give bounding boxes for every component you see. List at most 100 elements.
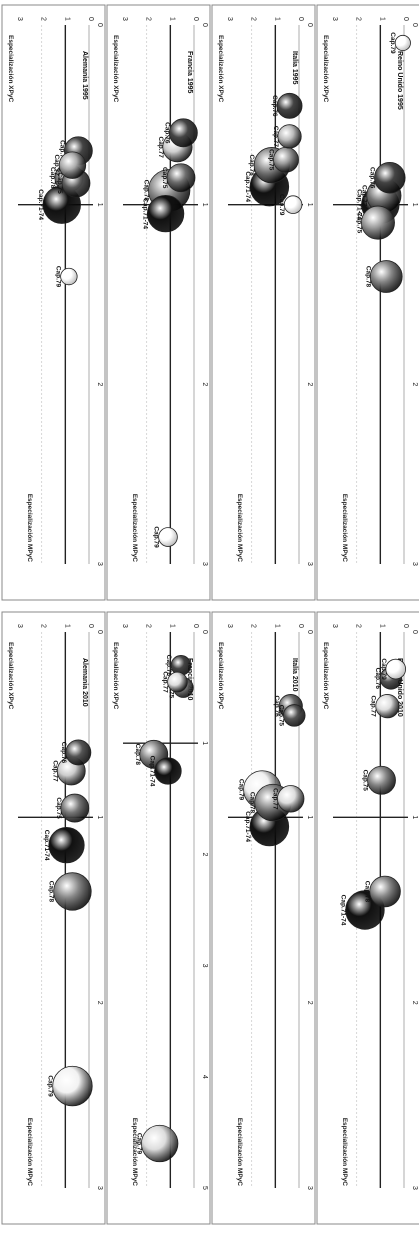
bubble [375, 694, 400, 719]
bubble-label: Cap.77 [51, 760, 58, 782]
bubble [48, 827, 85, 864]
panel-frame [1, 611, 106, 1225]
x-tick-label: 2 [96, 382, 103, 386]
bubble-label: Cap.76 [165, 655, 172, 677]
bubble-label: Cap.79 [153, 526, 160, 548]
y-tick-label: 3 [331, 17, 338, 21]
x-tick-label: 2 [306, 1001, 313, 1005]
bubble [158, 527, 178, 547]
x-tick-label: 1 [96, 815, 103, 819]
bubble-label: Cap.79 [47, 1075, 54, 1097]
bubble-label: Cap.76 [368, 167, 375, 189]
chart-title: Francia 2010 [186, 658, 193, 701]
bubble-label: Cap.76 [273, 695, 280, 717]
bubble [170, 655, 192, 676]
y-tick-label: 1 [378, 17, 385, 21]
x-axis-title: Especialización MPyC [236, 1118, 243, 1187]
x-axis-title: Especialización MPyC [341, 494, 348, 563]
bubble-label: Cap.76 [60, 742, 67, 764]
x-tick-label: 5 [201, 1186, 208, 1190]
x-tick-label: 1 [306, 203, 313, 207]
x-tick-label: 2 [306, 382, 313, 386]
chart-title: Francia 1995 [186, 51, 193, 94]
y-tick-label: 0 [402, 17, 409, 21]
y-tick-label: 0 [297, 17, 304, 21]
x-tick-label: 3 [96, 562, 103, 566]
bubble-label: Cap.77 [53, 154, 60, 176]
bubble [367, 765, 396, 795]
chart-title: Alemania 2010 [81, 658, 88, 707]
y-tick-label: 3 [226, 17, 233, 21]
y-tick-label: 2 [145, 624, 152, 628]
bubble-label: Cap.77 [162, 671, 169, 693]
bubble-label: Cap.75 [277, 705, 284, 727]
x-tick-label: 1 [201, 203, 208, 207]
x-tick-label: 2 [411, 1001, 418, 1005]
bubble-label: Cap.76 [374, 668, 381, 690]
y-axis-title: Especialización XPyC [112, 642, 119, 710]
chart-title: Reino Unido 2010 [396, 658, 403, 717]
bubble [65, 739, 92, 766]
bubble-label: Cap.78 [49, 167, 56, 189]
bubble [283, 704, 306, 727]
bubble [361, 205, 395, 240]
bubble-label: Cap.78 [48, 881, 55, 903]
panel-frame [1, 4, 106, 601]
x-tick-label: 1 [411, 203, 418, 207]
x-tick-label: 3 [306, 562, 313, 566]
bubble-label: Cap.79 [55, 266, 62, 288]
bubble-label: Cap.78 [248, 154, 255, 176]
bubble-label: Cap.71-74 [244, 811, 251, 842]
y-axis-title: Especialización XPyC [217, 35, 224, 103]
chart-panel: 0 1 2 3 0 1 2 3 Especialización XPyC Especializac… [211, 4, 316, 601]
y-tick-label: 2 [250, 17, 257, 21]
bubble-label: Cap.71-74 [141, 198, 148, 229]
x-tick-label: 0 [306, 23, 313, 27]
chart-panel: 0 1 2 3 0 1 2 3 Especialización XPyC Especializac… [316, 4, 419, 601]
bubble-label: Cap.71-74 [37, 189, 44, 220]
x-tick-label: 0 [411, 23, 418, 27]
y-tick-label: 0 [87, 624, 94, 628]
bubble-label: Cap.78 [364, 266, 371, 288]
bubble-label: Cap.77 [157, 137, 164, 159]
panel-frame [316, 4, 419, 601]
bubble-label: Cap.77 [271, 788, 278, 810]
bubble [277, 124, 302, 149]
x-tick-label: 0 [201, 630, 208, 634]
x-tick-label: 1 [201, 741, 208, 745]
x-tick-label: 3 [201, 964, 208, 968]
x-tick-label: 0 [96, 630, 103, 634]
y-tick-label: 0 [87, 17, 94, 21]
bubble-label: Cap.78 [249, 792, 256, 814]
x-tick-label: 2 [201, 852, 208, 856]
y-tick-label: 0 [192, 624, 199, 628]
bubble [60, 267, 78, 286]
bubble-label: Cap.76 [163, 122, 170, 144]
x-tick-label: 3 [201, 562, 208, 566]
bubble [168, 118, 198, 148]
x-axis-title: Especialización MPyC [236, 494, 243, 563]
bubble [369, 875, 401, 908]
x-tick-label: 3 [96, 1186, 103, 1190]
y-axis-title: Especialización XPyC [322, 642, 329, 710]
bubble-label: Cap.71-74 [43, 830, 50, 861]
y-axis-title: Especialización XPyC [112, 35, 119, 103]
y-tick-label: 3 [121, 624, 128, 628]
y-axis-title: Especialización XPyC [322, 35, 329, 103]
bubble-label: Cap.77 [361, 185, 368, 207]
bubble-label: Cap.75 [362, 770, 369, 792]
bubble-label: Cap.75 [55, 797, 62, 819]
bubble-label: Cap.79 [238, 779, 245, 801]
y-tick-label: 3 [16, 17, 23, 21]
bubble-label: Cap.78 [134, 744, 141, 766]
bubble-label: Cap.79 [135, 1133, 142, 1155]
bubble [394, 34, 411, 52]
y-tick-label: 2 [145, 17, 152, 21]
bubble [52, 1065, 93, 1107]
bubble-label: Cap.79 [389, 32, 396, 54]
bubble [166, 163, 196, 193]
bubble [369, 260, 403, 293]
y-tick-label: 3 [121, 17, 128, 21]
bubble-label: Cap.75 [355, 212, 362, 234]
